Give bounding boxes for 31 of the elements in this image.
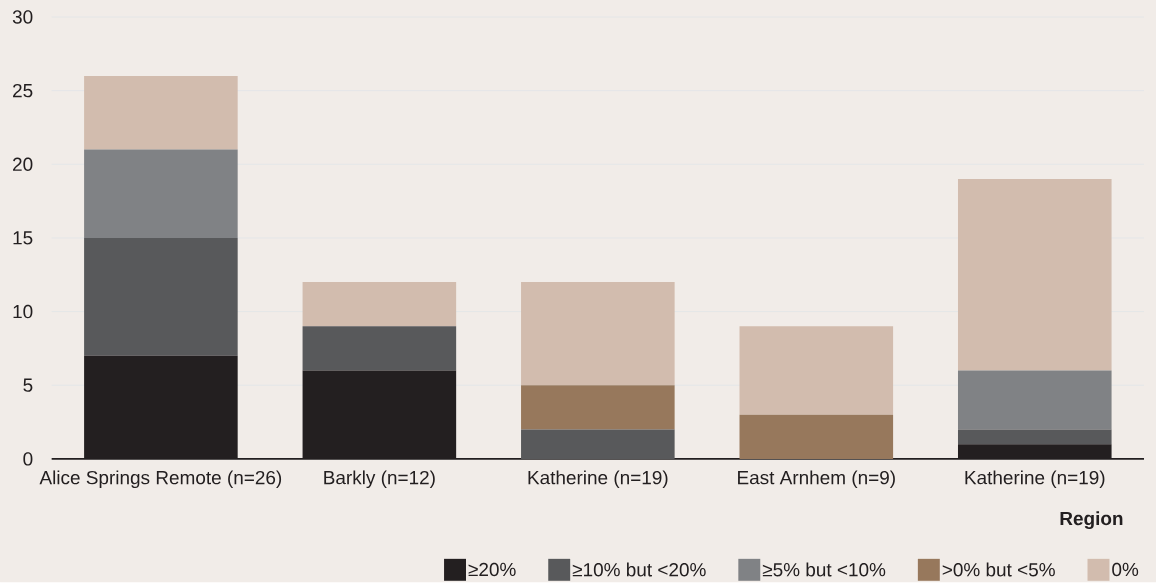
bar — [957, 429, 1112, 445]
bar — [739, 326, 894, 415]
bar — [739, 414, 894, 460]
bar — [957, 370, 1112, 430]
x-tick-label: Katherine (n=19) — [528, 470, 668, 489]
y-tick-label: 5 — [23, 378, 33, 393]
y-tick-label: 0 — [23, 452, 33, 466]
x-tick-label: East Arnhem (n=9) — [738, 470, 895, 489]
bar — [521, 429, 675, 460]
legend-label: >0% but <5% — [942, 562, 1055, 577]
bar — [521, 282, 675, 386]
bar — [302, 326, 457, 371]
bar — [957, 179, 1112, 371]
y-tick-label: 25 — [13, 84, 33, 98]
bar — [302, 282, 457, 327]
legend-label: ≥5% but <10% — [762, 562, 886, 577]
legend-label: ≥10% but <20% — [572, 562, 706, 577]
bar — [521, 385, 675, 430]
x-tick-label: Barkly (n=12) — [324, 470, 435, 489]
y-tick-label: 20 — [13, 157, 33, 172]
bar — [84, 238, 238, 356]
x-axis-title: Region — [1060, 511, 1123, 530]
bar — [84, 76, 238, 150]
legend-label: ≥20% — [468, 562, 516, 577]
y-tick-label: 15 — [13, 231, 33, 245]
legend-label: 0% — [1112, 562, 1139, 577]
x-tick-label: Katherine (n=19) — [965, 470, 1105, 489]
x-tick-label: Alice Springs Remote (n=26) — [39, 470, 282, 489]
y-tick-label: 30 — [12, 10, 33, 24]
y-tick-label: 10 — [13, 305, 33, 319]
bar — [84, 149, 238, 239]
